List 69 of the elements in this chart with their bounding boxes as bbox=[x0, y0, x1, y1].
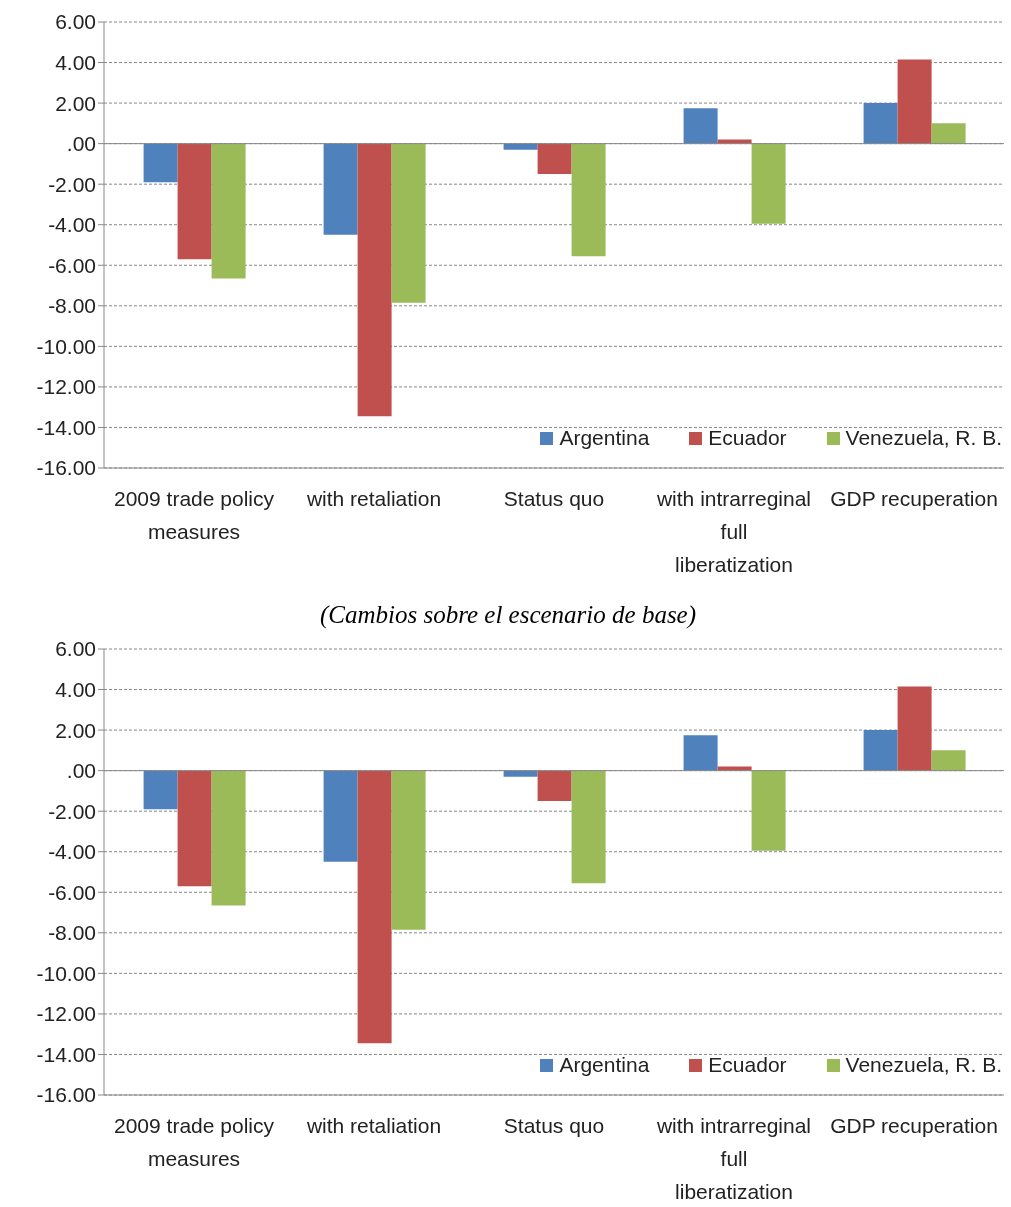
y-tick-label: -6.00 bbox=[48, 880, 96, 904]
bar bbox=[143, 770, 178, 810]
bar bbox=[863, 103, 898, 144]
bar bbox=[177, 143, 212, 260]
y-tick-label: -14.00 bbox=[36, 415, 96, 439]
y-tick-label: 2.00 bbox=[55, 91, 96, 115]
bar bbox=[357, 143, 392, 417]
bar bbox=[683, 735, 718, 771]
y-tick-label: -16.00 bbox=[36, 456, 96, 480]
bar bbox=[503, 143, 538, 150]
bar bbox=[751, 143, 786, 224]
x-tick-label: GDP recuperation bbox=[830, 1114, 998, 1137]
y-tick-label: 6.00 bbox=[55, 10, 96, 34]
y-tick-label: 6.00 bbox=[55, 637, 96, 661]
legend-label: Venezuela, R. B. bbox=[845, 1053, 1002, 1077]
x-tick-label: with intrarreginal full liberatization bbox=[655, 487, 812, 576]
bar bbox=[897, 686, 932, 771]
y-tick-label: -14.00 bbox=[36, 1042, 96, 1066]
x-tick-label: Status quo bbox=[503, 1114, 605, 1137]
y-tick-label: 4.00 bbox=[55, 51, 96, 74]
y-tick-label: -8.00 bbox=[48, 921, 96, 945]
chart-subtitle: (Cambios sobre el escenario de base) bbox=[318, 601, 698, 629]
bar bbox=[571, 770, 606, 884]
bar bbox=[537, 143, 572, 175]
legend-label: Argentina bbox=[559, 1053, 650, 1077]
bar bbox=[177, 770, 212, 887]
bar bbox=[931, 123, 966, 144]
y-tick-label: -6.00 bbox=[48, 253, 96, 277]
y-tick-label: .00 bbox=[66, 132, 96, 156]
bar bbox=[357, 770, 392, 1044]
legend-label: Ecuador bbox=[708, 1053, 787, 1077]
bar bbox=[503, 770, 538, 777]
bar bbox=[323, 770, 358, 862]
y-tick-label: -12.00 bbox=[36, 1002, 96, 1026]
bar bbox=[931, 750, 966, 771]
y-tick-label: 4.00 bbox=[55, 678, 96, 701]
bar bbox=[211, 770, 246, 906]
y-tick-label: -8.00 bbox=[48, 294, 96, 318]
x-tick-label: with intrarreginal full liberatization bbox=[655, 1114, 812, 1203]
y-tick-label: -10.00 bbox=[36, 334, 96, 358]
y-tick-label: -4.00 bbox=[48, 840, 96, 864]
x-tick-label: with retaliation bbox=[305, 1114, 442, 1137]
bar bbox=[391, 770, 426, 930]
x-tick-label: 2009 trade policy measures bbox=[114, 1114, 275, 1170]
bar bbox=[751, 770, 786, 851]
y-tick-label: -10.00 bbox=[36, 961, 96, 985]
y-tick-label: -4.00 bbox=[48, 213, 96, 237]
y-tick-label: -2.00 bbox=[48, 172, 96, 196]
bar bbox=[211, 143, 246, 279]
y-tick-label: -12.00 bbox=[36, 375, 96, 399]
x-tick-label: GDP recuperation bbox=[830, 487, 998, 510]
bar bbox=[863, 730, 898, 771]
y-tick-label: 2.00 bbox=[55, 718, 96, 742]
bar bbox=[391, 143, 426, 303]
bar bbox=[571, 143, 606, 257]
y-tick-label: -2.00 bbox=[48, 799, 96, 823]
legend-label: Venezuela, R. B. bbox=[845, 426, 1002, 450]
bar bbox=[143, 143, 178, 183]
x-tick-label: 2009 trade policy measures bbox=[114, 487, 275, 543]
bar bbox=[683, 108, 718, 144]
y-tick-label: -16.00 bbox=[36, 1083, 96, 1107]
x-tick-label: Status quo bbox=[503, 487, 605, 510]
x-tick-label: with retaliation bbox=[305, 487, 442, 510]
legend-label: Argentina bbox=[559, 426, 650, 450]
bar bbox=[537, 770, 572, 802]
bar bbox=[897, 59, 932, 144]
legend-label: Ecuador bbox=[708, 426, 787, 450]
bar bbox=[323, 143, 358, 235]
y-tick-label: .00 bbox=[66, 759, 96, 783]
